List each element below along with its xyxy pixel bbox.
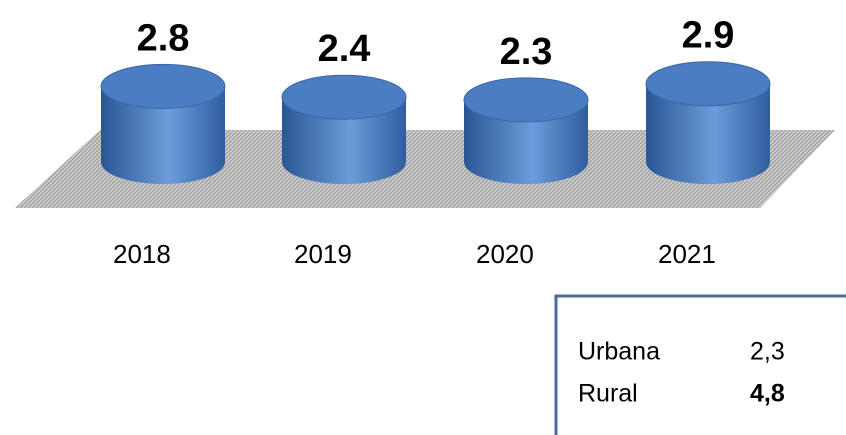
value-label: 2.4 bbox=[318, 28, 371, 70]
row-value: 4,8 bbox=[750, 380, 785, 408]
value-label: 2.3 bbox=[500, 31, 553, 73]
bars bbox=[100, 61, 771, 184]
cylinder bbox=[646, 83, 770, 184]
cylinder-top bbox=[281, 74, 407, 120]
row-label: Rural bbox=[578, 380, 638, 408]
x-tick-label: 2018 bbox=[113, 239, 171, 269]
row-label: Urbana bbox=[578, 338, 660, 366]
cylinder bbox=[282, 97, 406, 184]
row-value: 2,3 bbox=[750, 338, 785, 366]
x-tick-label: 2020 bbox=[476, 239, 534, 269]
cylinder-top bbox=[463, 77, 589, 123]
table: Urbana 2,3 Rural 4,8 bbox=[578, 338, 785, 408]
table-box bbox=[554, 294, 846, 435]
cylinder bbox=[101, 86, 225, 184]
cylinder-top bbox=[645, 61, 771, 107]
cylinder bbox=[464, 99, 588, 184]
x-tick-label: 2019 bbox=[294, 239, 352, 269]
x-tick-label: 2021 bbox=[658, 239, 716, 269]
cylinder-top bbox=[100, 63, 226, 109]
value-label: 2.9 bbox=[682, 15, 735, 57]
value-label: 2.8 bbox=[137, 17, 190, 59]
